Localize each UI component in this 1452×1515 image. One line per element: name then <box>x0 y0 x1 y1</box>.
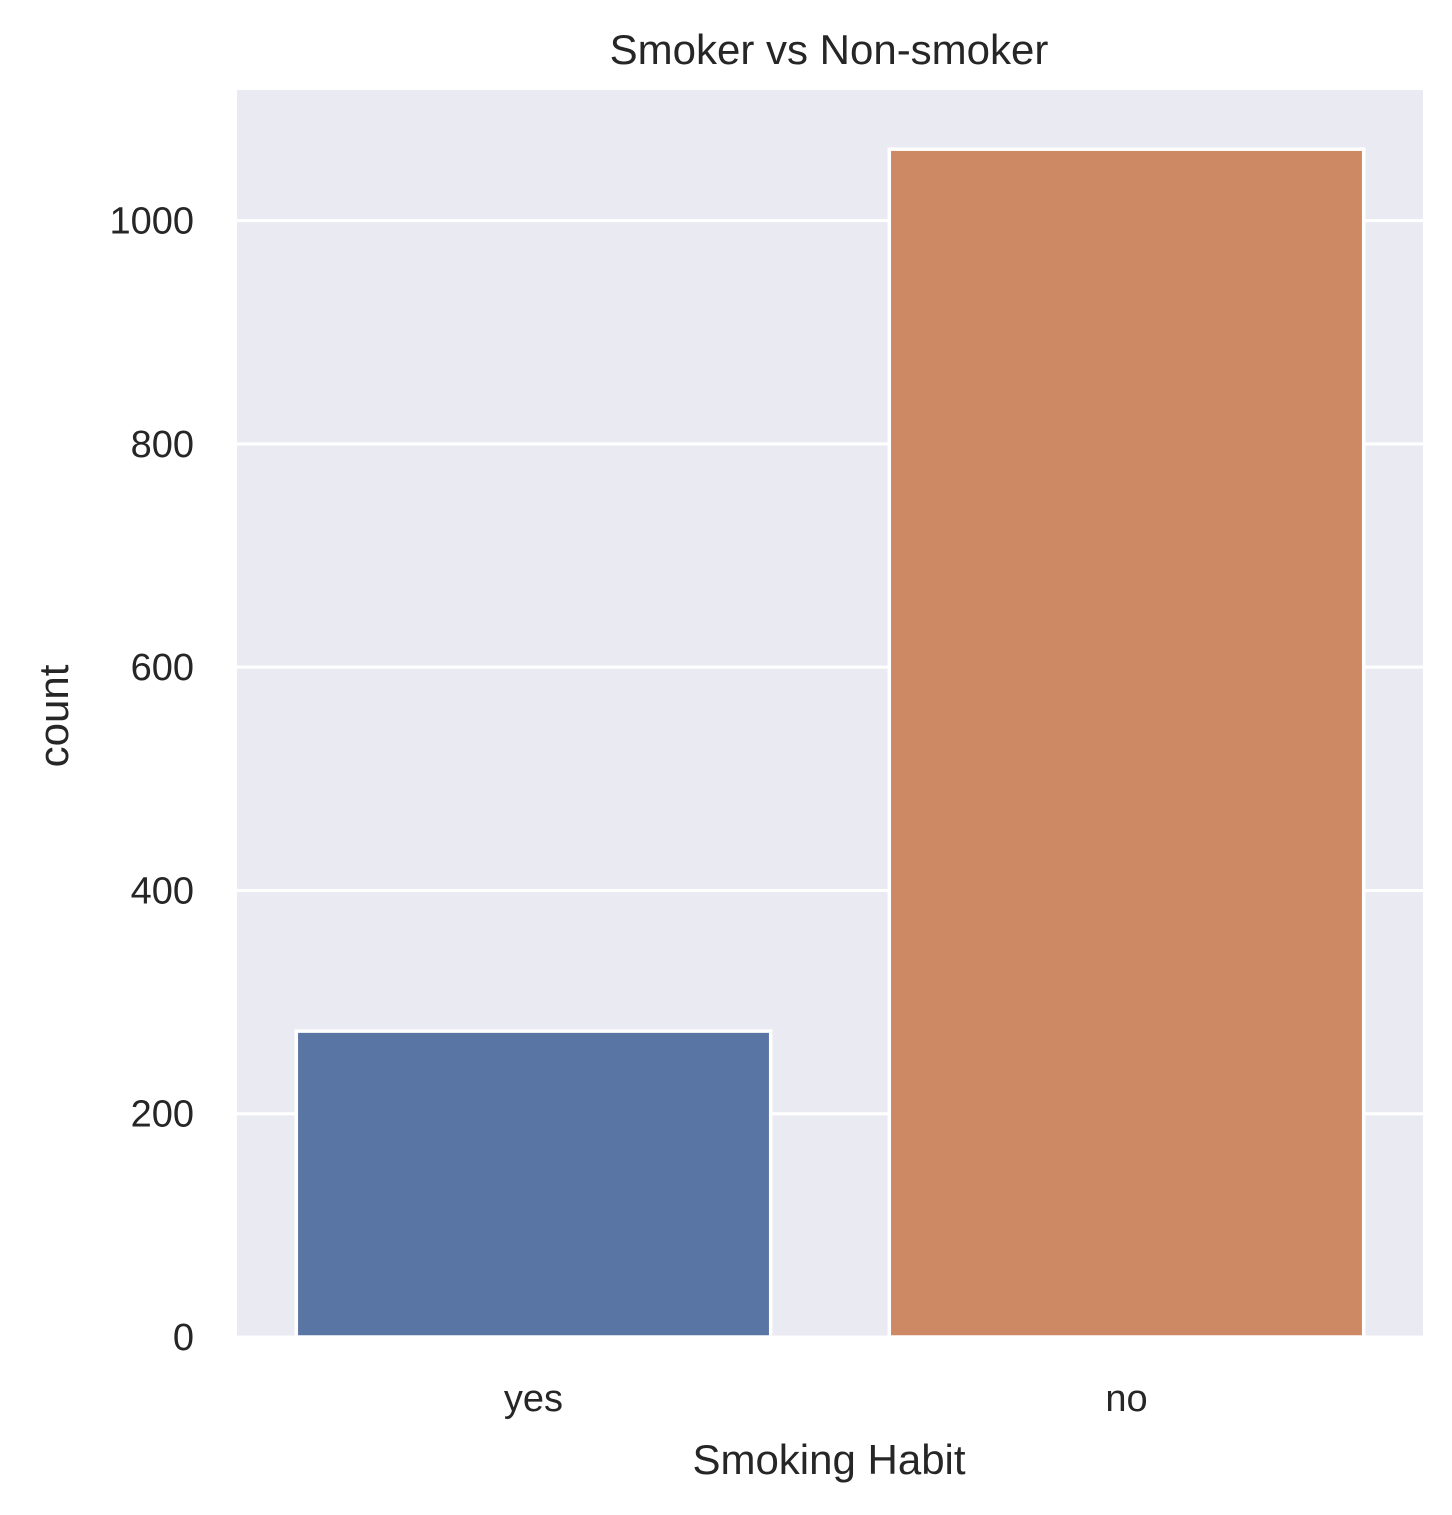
y-tick-label: 600 <box>131 647 194 689</box>
bars <box>294 147 1366 1339</box>
x-tick-label-no: no <box>1105 1378 1147 1420</box>
x-axis-label: Smoking Habit <box>692 1436 965 1483</box>
y-tick-label: 0 <box>173 1317 194 1359</box>
y-axis-ticks: 0 200 400 600 800 1000 <box>109 201 194 1359</box>
bar-no <box>887 147 1366 1339</box>
y-tick-label: 400 <box>131 870 194 912</box>
bar-yes <box>294 1029 773 1339</box>
y-tick-label: 800 <box>131 424 194 466</box>
y-tick-label: 1000 <box>109 201 194 243</box>
x-axis-ticks: yes no <box>504 1378 1148 1420</box>
chart-title: Smoker vs Non-smoker <box>610 26 1049 73</box>
y-tick-label: 200 <box>131 1094 194 1136</box>
x-tick-label-yes: yes <box>504 1378 563 1420</box>
y-axis-label: count <box>30 664 77 767</box>
